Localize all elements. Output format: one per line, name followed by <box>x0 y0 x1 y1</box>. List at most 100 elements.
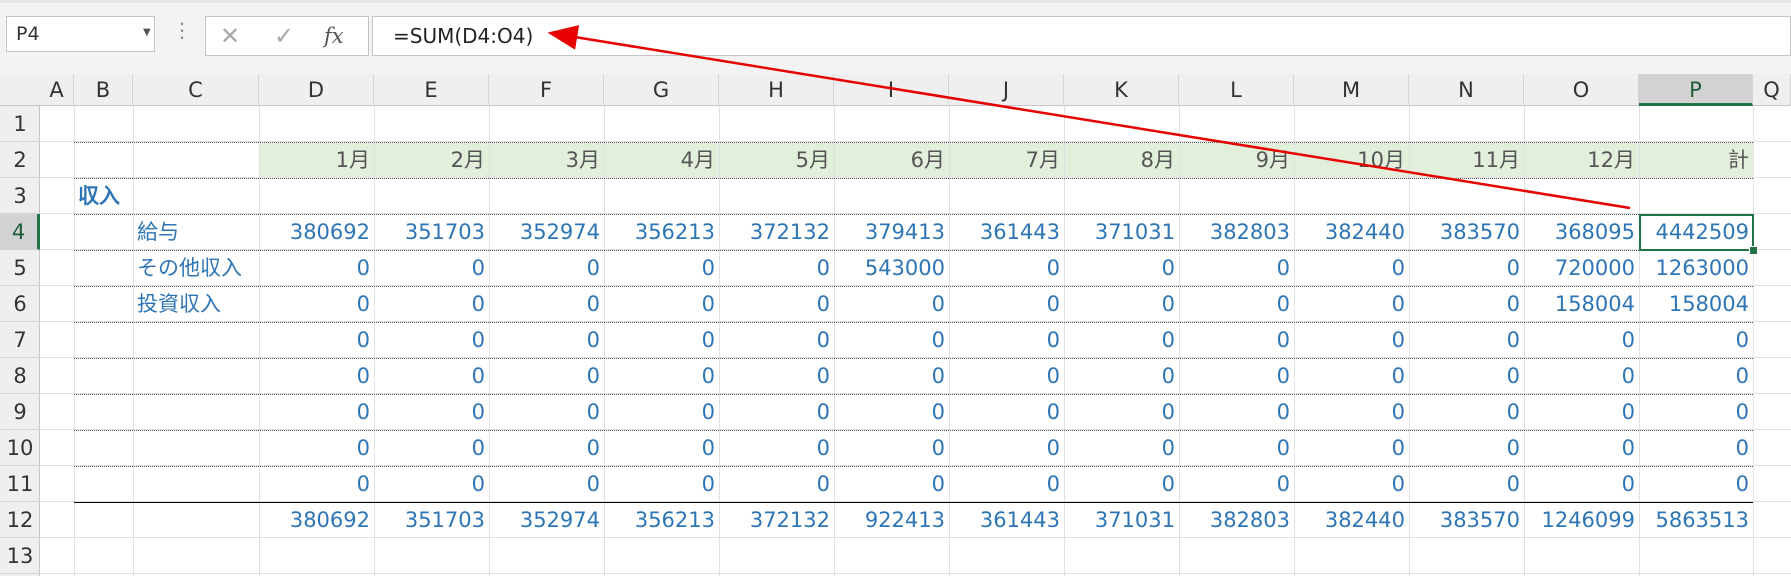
value-cell[interactable]: 0 <box>816 256 830 280</box>
column-header-g[interactable]: G <box>604 74 719 106</box>
month-header[interactable]: 7月 <box>1025 148 1060 172</box>
value-cell[interactable]: 0 <box>471 328 485 352</box>
value-cell[interactable]: 0 <box>356 364 370 388</box>
row-header-8[interactable]: 8 <box>0 358 40 394</box>
total-cell[interactable]: 351703 <box>404 508 485 532</box>
value-cell[interactable]: 361443 <box>979 220 1060 244</box>
row-header-12[interactable]: 12 <box>0 502 40 538</box>
value-cell[interactable]: 0 <box>1276 256 1290 280</box>
value-cell[interactable]: 380692 <box>289 220 370 244</box>
value-cell[interactable]: 0 <box>701 292 715 316</box>
value-cell[interactable]: 0 <box>1276 472 1290 496</box>
value-cell[interactable]: 0 <box>1735 472 1749 496</box>
value-cell[interactable]: 0 <box>1506 436 1520 460</box>
value-cell[interactable]: 372132 <box>749 220 830 244</box>
value-cell[interactable]: 0 <box>1391 256 1405 280</box>
value-cell[interactable]: 0 <box>1621 436 1635 460</box>
column-header-b[interactable]: B <box>74 74 133 106</box>
value-cell[interactable]: 0 <box>356 436 370 460</box>
value-cell[interactable]: 0 <box>1506 328 1520 352</box>
total-cell[interactable]: 372132 <box>749 508 830 532</box>
value-cell[interactable]: 0 <box>701 328 715 352</box>
row-header-5[interactable]: 5 <box>0 250 40 286</box>
name-box[interactable]: P4 ▼ <box>6 16 155 52</box>
value-cell[interactable]: 0 <box>471 472 485 496</box>
value-cell[interactable]: 0 <box>471 364 485 388</box>
value-cell[interactable]: 0 <box>931 364 945 388</box>
row-header-3[interactable]: 3 <box>0 178 40 214</box>
value-cell[interactable]: 0 <box>356 328 370 352</box>
total-cell[interactable]: 382440 <box>1324 508 1405 532</box>
value-cell[interactable]: 0 <box>586 364 600 388</box>
spreadsheet-grid[interactable]: A B C D E F G H I J K L M N O P Q 1 2 3 4 5 6 7 8 9 10 11 12 13 1月 2月 3月… <box>0 74 1791 576</box>
row-header-4[interactable]: 4 <box>0 214 40 250</box>
total-cell[interactable]: 380692 <box>289 508 370 532</box>
value-cell[interactable]: 382440 <box>1324 220 1405 244</box>
column-header-j[interactable]: J <box>949 74 1064 106</box>
value-cell[interactable]: 382803 <box>1209 220 1290 244</box>
value-cell[interactable]: 0 <box>931 292 945 316</box>
value-cell[interactable]: 0 <box>356 256 370 280</box>
total-cell[interactable]: 352974 <box>519 508 600 532</box>
section-label[interactable]: 収入 <box>78 184 120 208</box>
column-header-h[interactable]: H <box>719 74 834 106</box>
value-cell[interactable]: 0 <box>1506 292 1520 316</box>
value-cell[interactable]: 0 <box>586 400 600 424</box>
value-cell[interactable]: 0 <box>1161 292 1175 316</box>
value-cell[interactable]: 368095 <box>1554 220 1635 244</box>
value-cell[interactable]: 0 <box>1161 436 1175 460</box>
value-cell[interactable]: 0 <box>1735 364 1749 388</box>
value-cell[interactable]: 0 <box>1391 472 1405 496</box>
value-cell[interactable]: 0 <box>1391 292 1405 316</box>
month-header[interactable]: 6月 <box>910 148 945 172</box>
value-cell[interactable]: 0 <box>816 436 830 460</box>
row-header-10[interactable]: 10 <box>0 430 40 466</box>
row-label[interactable]: 投資収入 <box>137 292 221 316</box>
column-header-l[interactable]: L <box>1179 74 1294 106</box>
value-cell[interactable]: 0 <box>1276 400 1290 424</box>
column-header-p[interactable]: P <box>1639 74 1753 106</box>
column-header-k[interactable]: K <box>1064 74 1179 106</box>
enter-icon[interactable]: ✓ <box>274 22 295 50</box>
month-header[interactable]: 計 <box>1728 148 1749 172</box>
value-cell[interactable]: 0 <box>1046 472 1060 496</box>
month-header[interactable]: 12月 <box>1587 148 1635 172</box>
column-header-f[interactable]: F <box>489 74 604 106</box>
month-header[interactable]: 5月 <box>795 148 830 172</box>
fill-handle[interactable] <box>1749 246 1758 255</box>
value-cell[interactable]: 0 <box>471 256 485 280</box>
value-cell[interactable]: 352974 <box>519 220 600 244</box>
total-cell[interactable]: 356213 <box>634 508 715 532</box>
value-cell[interactable]: 0 <box>1046 400 1060 424</box>
month-header[interactable]: 8月 <box>1140 148 1175 172</box>
value-cell[interactable]: 0 <box>471 292 485 316</box>
value-cell[interactable]: 0 <box>816 472 830 496</box>
value-cell[interactable]: 0 <box>701 400 715 424</box>
value-cell[interactable]: 0 <box>1735 436 1749 460</box>
value-cell[interactable]: 0 <box>1046 364 1060 388</box>
value-cell[interactable]: 0 <box>701 436 715 460</box>
value-cell[interactable]: 379413 <box>864 220 945 244</box>
column-header-a[interactable]: A <box>40 74 74 106</box>
month-header[interactable]: 4月 <box>680 148 715 172</box>
row-header-6[interactable]: 6 <box>0 286 40 322</box>
value-cell[interactable]: 0 <box>931 436 945 460</box>
value-cell[interactable]: 1263000 <box>1655 256 1749 280</box>
insert-function-icon[interactable]: fx <box>324 24 344 48</box>
value-cell[interactable]: 0 <box>931 400 945 424</box>
value-cell[interactable]: 0 <box>1506 400 1520 424</box>
month-header[interactable]: 1月 <box>335 148 370 172</box>
row-header-13[interactable]: 13 <box>0 538 40 574</box>
total-cell[interactable]: 922413 <box>864 508 945 532</box>
row-label[interactable]: その他収入 <box>137 256 242 280</box>
row-header-9[interactable]: 9 <box>0 394 40 430</box>
value-cell[interactable]: 0 <box>1046 328 1060 352</box>
value-cell[interactable]: 0 <box>356 292 370 316</box>
value-cell[interactable]: 0 <box>1621 328 1635 352</box>
row-header-11[interactable]: 11 <box>0 466 40 502</box>
value-cell[interactable]: 0 <box>1391 400 1405 424</box>
value-cell[interactable]: 0 <box>586 292 600 316</box>
value-cell[interactable]: 0 <box>586 436 600 460</box>
column-header-d[interactable]: D <box>259 74 374 106</box>
value-cell[interactable]: 0 <box>1276 292 1290 316</box>
